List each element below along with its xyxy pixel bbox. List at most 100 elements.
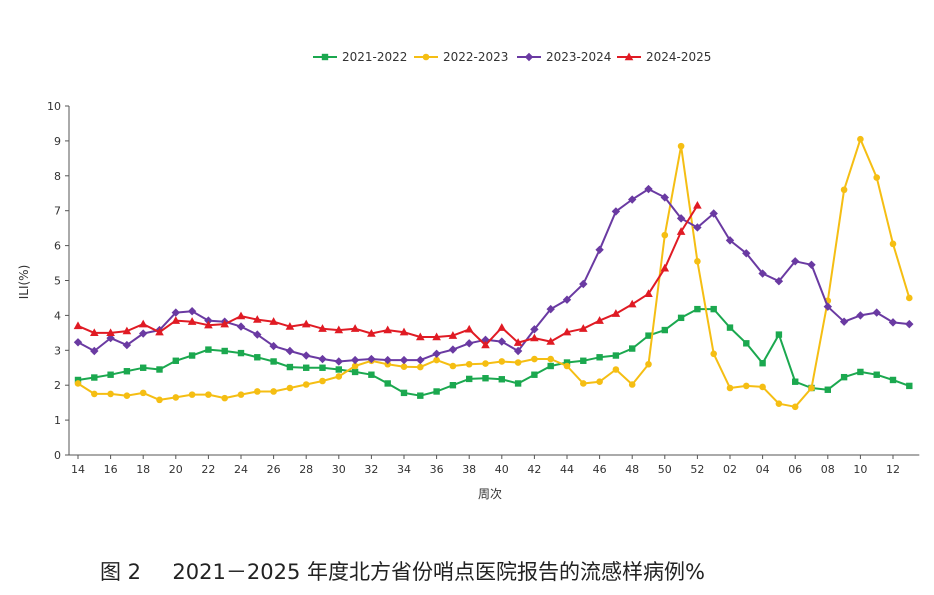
x-tick-label: 28 — [299, 463, 313, 476]
data-point — [383, 355, 392, 365]
data-point — [139, 389, 147, 397]
legend-item: 2024-2025 — [617, 50, 711, 64]
data-point — [857, 135, 864, 143]
data-point — [596, 378, 603, 386]
data-point — [725, 236, 735, 245]
data-point — [335, 366, 342, 373]
data-point — [660, 263, 670, 272]
data-point — [791, 403, 799, 411]
x-tick-label: 20 — [169, 463, 183, 476]
data-point — [269, 341, 278, 351]
series-line — [77, 138, 911, 408]
data-point — [465, 360, 473, 368]
data-point — [188, 352, 196, 359]
data-point — [220, 319, 229, 328]
data-point — [432, 332, 441, 341]
data-point — [91, 390, 98, 398]
data-point — [792, 378, 799, 385]
data-point — [416, 332, 425, 341]
data-point — [677, 314, 685, 322]
data-point — [171, 308, 180, 317]
legend-label: 2022-2023 — [443, 50, 508, 64]
data-point — [253, 330, 262, 339]
data-point — [710, 350, 717, 358]
data-point — [432, 349, 441, 358]
data-point — [301, 319, 311, 328]
data-point — [889, 240, 897, 248]
data-point — [759, 360, 766, 367]
data-point — [270, 388, 277, 395]
legend-swatch-marker — [321, 53, 329, 61]
data-point — [318, 324, 327, 332]
data-point — [187, 317, 197, 325]
x-tick-label: 44 — [560, 463, 574, 476]
data-point — [334, 357, 343, 366]
data-point — [416, 355, 425, 365]
data-point — [888, 318, 898, 327]
x-tick-label: 08 — [821, 463, 835, 476]
figure-caption: 图 2 2021－2025 年度北方省份哨点医院报告的流感样病例% — [100, 556, 705, 586]
data-point — [204, 316, 213, 325]
data-point — [107, 371, 114, 378]
data-point — [285, 322, 295, 330]
data-point — [383, 325, 392, 334]
data-point — [906, 382, 913, 390]
data-point — [562, 295, 572, 304]
data-point — [595, 316, 604, 324]
data-point — [367, 354, 376, 364]
data-point — [563, 359, 571, 366]
data-point — [694, 258, 701, 265]
data-point — [580, 380, 587, 387]
legend-label: 2023-2024 — [546, 50, 611, 64]
data-point — [254, 354, 261, 361]
data-point — [286, 384, 294, 392]
data-point — [611, 309, 621, 317]
data-point — [905, 319, 914, 329]
data-point — [497, 337, 506, 346]
data-point — [433, 388, 440, 395]
data-point — [107, 390, 114, 398]
y-tick-label: 3 — [54, 344, 61, 357]
data-point — [579, 324, 588, 332]
data-point — [726, 324, 734, 331]
data-point — [726, 384, 734, 392]
data-point — [73, 321, 83, 330]
data-point — [237, 349, 245, 357]
data-point — [676, 214, 686, 223]
data-point — [236, 322, 246, 331]
series-2021-2022 — [74, 305, 913, 399]
data-point — [530, 333, 539, 342]
x-tick-label: 48 — [625, 463, 639, 476]
data-point — [514, 380, 522, 387]
data-point — [335, 373, 343, 380]
data-point — [482, 375, 489, 382]
data-point — [807, 260, 816, 269]
data-point — [123, 392, 131, 399]
figure-number: 图 2 — [100, 560, 142, 584]
data-point — [644, 289, 653, 297]
data-point — [138, 319, 148, 328]
data-point — [465, 339, 474, 348]
data-point — [513, 346, 523, 356]
data-point — [204, 320, 213, 329]
data-point — [645, 360, 652, 368]
data-point — [840, 186, 848, 194]
data-point — [612, 352, 620, 359]
data-point — [90, 328, 99, 337]
y-axis: 0 1 2 3 4 5 6 7 8 9 10 — [47, 100, 70, 462]
data-point — [123, 368, 131, 375]
x-tick-label: 24 — [234, 463, 248, 476]
data-point — [91, 374, 98, 381]
data-point — [73, 338, 83, 347]
data-point — [449, 382, 457, 389]
data-point — [497, 323, 507, 331]
data-point — [628, 195, 637, 204]
legend-item: 2023-2024 — [517, 50, 611, 64]
data-point — [253, 315, 262, 323]
x-tick-label: 40 — [495, 463, 509, 476]
x-tick-label: 32 — [364, 463, 378, 476]
data-point — [531, 371, 538, 378]
data-point — [156, 396, 163, 404]
data-point — [481, 340, 490, 349]
